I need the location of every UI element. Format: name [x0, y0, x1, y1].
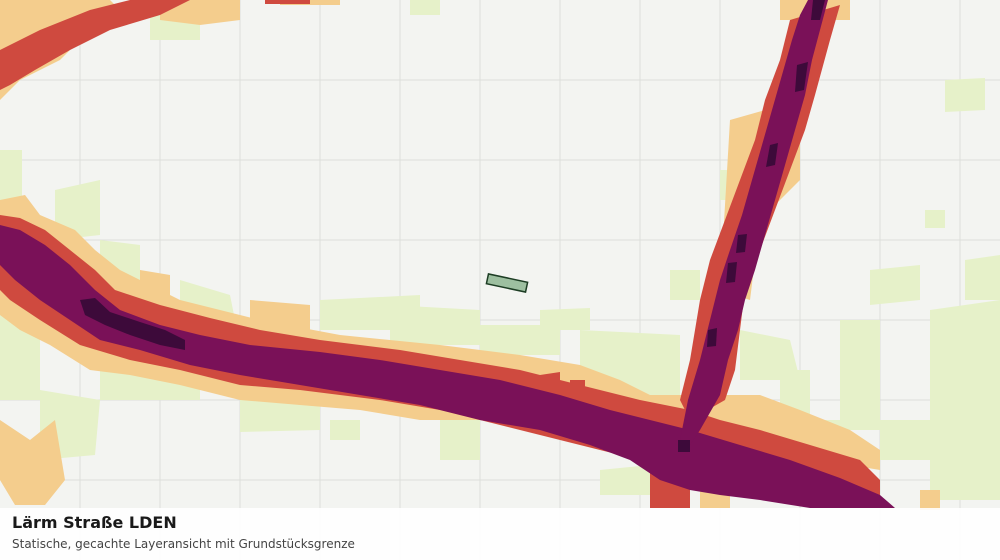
noise-zone-class-4: [0, 0, 895, 508]
map-caption-panel: Lärm Straße LDEN Statische, gecachte Lay…: [0, 508, 1000, 560]
layer-title: Lärm Straße LDEN: [12, 513, 177, 532]
noise-zone-class-5: [80, 0, 825, 452]
layer-subtitle: Statische, gecachte Layeransicht mit Gru…: [12, 537, 355, 551]
parcel-boundary[interactable]: [485, 273, 529, 293]
